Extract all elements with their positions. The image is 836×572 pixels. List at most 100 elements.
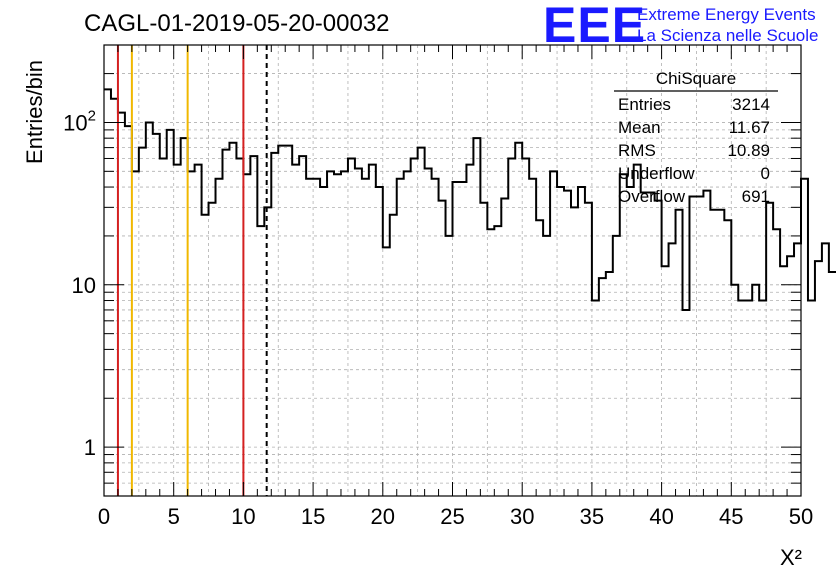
x-tick-label: 5 xyxy=(168,504,180,529)
histogram-bin xyxy=(501,199,508,496)
stats-label: RMS xyxy=(618,141,656,160)
histogram-bin xyxy=(822,243,829,496)
histogram-bin xyxy=(418,148,425,496)
histogram-bin xyxy=(243,174,250,496)
histogram-bin xyxy=(278,146,285,496)
y-axis-label: Entries/bin xyxy=(22,60,47,164)
histogram-bin xyxy=(710,210,717,496)
stats-label: Mean xyxy=(618,118,661,137)
histogram-bin xyxy=(613,236,620,496)
stats-value: 691 xyxy=(742,187,770,206)
logo-subtitle-2: La Scienza nelle Scuole xyxy=(637,26,819,45)
histogram-bin xyxy=(689,196,696,496)
histogram-bin xyxy=(397,179,404,496)
histogram-bin xyxy=(648,193,655,496)
histogram-bin xyxy=(585,203,592,496)
histogram-bin xyxy=(362,179,369,496)
histogram-bin xyxy=(411,158,418,496)
histogram-bin xyxy=(773,229,780,496)
histogram-bin xyxy=(174,165,181,496)
histogram-bin xyxy=(515,143,522,496)
histogram-bin xyxy=(146,122,153,496)
histogram-bin xyxy=(801,179,808,496)
histogram-bin xyxy=(466,165,473,496)
histogram-bin xyxy=(181,138,188,496)
x-tick-label: 35 xyxy=(580,504,604,529)
histogram-bin xyxy=(487,229,494,496)
histogram-bin xyxy=(341,171,348,496)
histogram-bin xyxy=(320,187,327,496)
histogram-bin xyxy=(139,148,146,496)
histogram-bin xyxy=(390,215,397,496)
histogram-bin xyxy=(160,158,167,496)
histogram-bin xyxy=(564,191,571,496)
stats-label: Overflow xyxy=(618,187,686,206)
histogram-bin xyxy=(522,158,529,496)
histogram-bin xyxy=(404,171,411,496)
histogram-bin xyxy=(348,158,355,496)
histogram-bin xyxy=(829,272,836,496)
histogram-bin xyxy=(571,207,578,496)
histogram-bin xyxy=(285,146,292,496)
histogram-bin xyxy=(696,196,703,496)
stats-value: 3214 xyxy=(732,95,770,114)
histogram-bin xyxy=(299,156,306,496)
grid xyxy=(104,45,801,496)
histogram-bin xyxy=(508,158,515,496)
histogram-bin xyxy=(683,310,690,496)
histogram-bin xyxy=(752,285,759,496)
histogram-bin xyxy=(592,301,599,496)
histogram-bin xyxy=(327,171,334,496)
histogram-bin xyxy=(808,301,815,496)
marker-lines xyxy=(116,45,268,496)
chart-title: CAGL-01-2019-05-20-00032 xyxy=(84,10,390,37)
histogram-bin xyxy=(202,215,209,496)
histogram-bin xyxy=(634,165,641,496)
histogram-bin xyxy=(703,191,710,496)
histogram-bin xyxy=(446,236,453,496)
histogram-bin xyxy=(334,174,341,496)
histogram-bin xyxy=(167,130,174,496)
histogram-bin xyxy=(222,150,229,496)
histogram-bin xyxy=(188,171,195,496)
histogram-bin xyxy=(250,156,257,496)
histogram-bin xyxy=(292,165,299,496)
x-tick-label: 0 xyxy=(98,504,110,529)
histogram-bin xyxy=(662,266,669,496)
stats-value: 11.67 xyxy=(729,118,770,137)
histogram-bin xyxy=(627,187,634,496)
histogram-bin xyxy=(766,203,773,496)
histogram-bin xyxy=(759,301,766,496)
histogram-bin xyxy=(557,187,564,496)
x-tick-label: 40 xyxy=(649,504,673,529)
histogram-bin xyxy=(236,158,243,496)
histogram-bin xyxy=(264,207,271,496)
histogram-bin xyxy=(376,187,383,496)
y-tick-label: 1 xyxy=(84,435,96,460)
histogram-bin xyxy=(780,266,787,496)
histogram-bin xyxy=(494,226,501,496)
histogram-bin xyxy=(676,210,683,496)
histogram-bin xyxy=(459,182,466,496)
y-tick-label: 10 xyxy=(72,273,96,298)
stats-box: ChiSquare Entries 3214 Mean 11.67 RMS 10.89 Und… xyxy=(614,69,778,206)
histogram-bin xyxy=(195,165,202,496)
x-tick-label: 25 xyxy=(440,504,464,529)
histogram-bin xyxy=(229,143,236,496)
histogram-bin xyxy=(439,201,446,496)
histogram-bin xyxy=(738,301,745,496)
stats-label: Entries xyxy=(618,95,671,114)
x-tick-label: 50 xyxy=(789,504,813,529)
histogram-bin xyxy=(669,243,676,496)
stats-label: Underflow xyxy=(618,164,695,183)
stats-value: 0 xyxy=(761,164,770,183)
histogram-bin xyxy=(536,220,543,496)
histogram-bin xyxy=(606,272,613,496)
eee-logo: EEE xyxy=(543,0,647,53)
histogram-bin xyxy=(724,220,731,496)
logo-subtitle-1: Extreme Energy Events xyxy=(637,5,816,24)
histogram-bin xyxy=(271,153,278,496)
x-tick-label: 45 xyxy=(719,504,743,529)
